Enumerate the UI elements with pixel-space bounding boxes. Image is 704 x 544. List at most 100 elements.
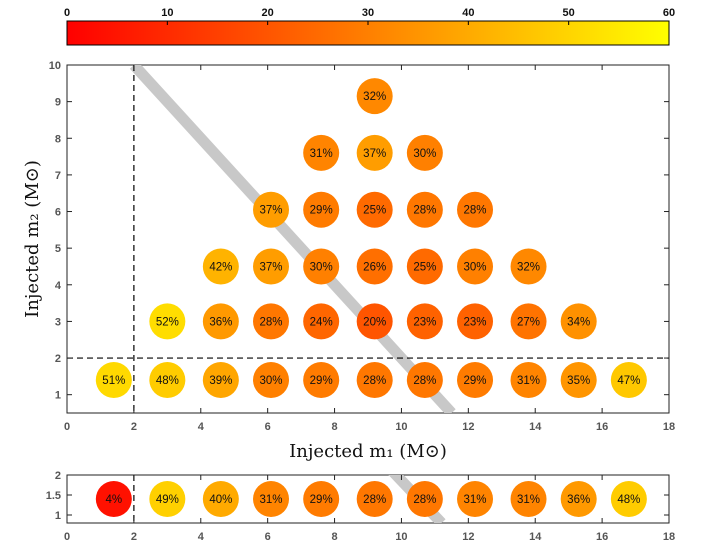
x-tick-label: 14 [529,531,542,543]
data-point [406,248,443,285]
x-tick-label: 18 [663,421,675,433]
y-tick-label: 10 [49,60,61,72]
data-point-label: 35% [567,375,590,387]
colorbar-tick-label: 60 [663,7,675,19]
data-point-label: 23% [464,316,487,328]
data-point-label: 31% [310,148,333,160]
data-point [303,134,340,171]
x-tick-label: 10 [395,421,407,433]
data-point [406,303,443,340]
data-point-label: 36% [567,494,590,506]
x-tick-label: 2 [131,531,137,543]
data-point [303,191,340,228]
data-point [202,362,239,399]
data-point [457,191,494,228]
data-point-label: 48% [156,375,179,387]
data-point [356,78,393,115]
data-point [202,248,239,285]
data-point-label: 31% [464,494,487,506]
y-tick-label: 9 [55,97,61,109]
y-tick-label: 3 [55,316,61,328]
data-point [303,303,340,340]
y-tick-label: 2 [55,353,61,365]
data-point-label: 31% [259,494,282,506]
data-point-label: 28% [464,205,487,217]
colorbar-ticks: 0 10 20 30 40 50 60 [64,7,675,25]
data-point-label: 30% [464,261,487,273]
data-point-label: 28% [363,494,386,506]
data-point [356,134,393,171]
data-point [253,481,290,517]
x-tick-label: 4 [198,421,205,433]
data-point-label: 37% [259,261,282,273]
x-tick-label: 0 [64,421,70,433]
data-point [356,303,393,340]
data-point [303,248,340,285]
data-point [253,248,290,285]
data-point [303,481,340,517]
y-tick-label: 5 [55,243,61,255]
data-point-label: 26% [363,261,386,273]
data-point [95,481,132,517]
colorbar-tick-label: 40 [462,7,474,19]
colorbar-tick-label: 0 [64,7,70,19]
x-tick-label: 18 [663,531,675,543]
data-point [253,191,290,228]
data-point-label: 31% [517,494,540,506]
data-point-label: 34% [567,316,590,328]
x-tick-label: 14 [529,421,542,433]
x-tick-label: 16 [596,531,608,543]
x-tick-label: 8 [331,531,337,543]
data-point [356,481,393,517]
data-point [457,248,494,285]
data-point [406,481,443,517]
y-axis-label: Injected m₂ (M⊙) [22,160,43,318]
data-point-label: 30% [413,148,436,160]
data-point [457,362,494,399]
data-point [95,362,132,399]
data-point [510,362,547,399]
y-tick-label: 4 [55,280,62,292]
data-point-label: 31% [517,375,540,387]
data-point-label: 25% [363,205,386,217]
y-tick-label: 1.5 [46,490,61,502]
x-tick-label: 0 [64,531,70,543]
data-point-label: 29% [310,375,333,387]
x-tick-label: 12 [462,531,474,543]
data-point [406,134,443,171]
data-point [510,248,547,285]
data-point-label: 37% [363,148,386,160]
data-point-label: 4% [106,494,123,506]
data-point-label: 23% [413,316,436,328]
colorbar-tick-label: 50 [563,7,575,19]
data-point-label: 28% [259,316,282,328]
gray-band-line [129,65,456,413]
data-point [202,481,239,517]
data-point-label: 29% [310,205,333,217]
y-tick-label: 8 [55,133,61,145]
y-tick-label: 7 [55,170,61,182]
data-point-label: 36% [209,316,232,328]
x-tick-label: 12 [462,421,474,433]
data-point-label: 37% [259,205,282,217]
data-point [610,362,647,399]
x-tick-label: 6 [265,531,271,543]
data-point-label: 28% [413,494,436,506]
data-point-label: 40% [209,494,232,506]
data-point-label: 51% [102,375,125,387]
data-point [356,248,393,285]
y-tick-label: 1 [55,390,61,402]
data-point-label: 30% [310,261,333,273]
x-axis-label: Injected m₁ (M⊙) [289,441,447,462]
data-point [560,362,597,399]
data-point [149,303,186,340]
data-point-label: 28% [363,375,386,387]
main-plot: 51% 48% 39% 30% 29% 28% 28% 29% 31% 35% 47% 52% 36% 2… [49,60,675,433]
data-point-label: 28% [413,205,436,217]
data-point-label: 52% [156,316,179,328]
data-point-label: 32% [363,91,386,103]
data-point-label: 47% [617,375,640,387]
data-point [303,362,340,399]
data-point [406,362,443,399]
x-tick-label: 10 [395,531,407,543]
